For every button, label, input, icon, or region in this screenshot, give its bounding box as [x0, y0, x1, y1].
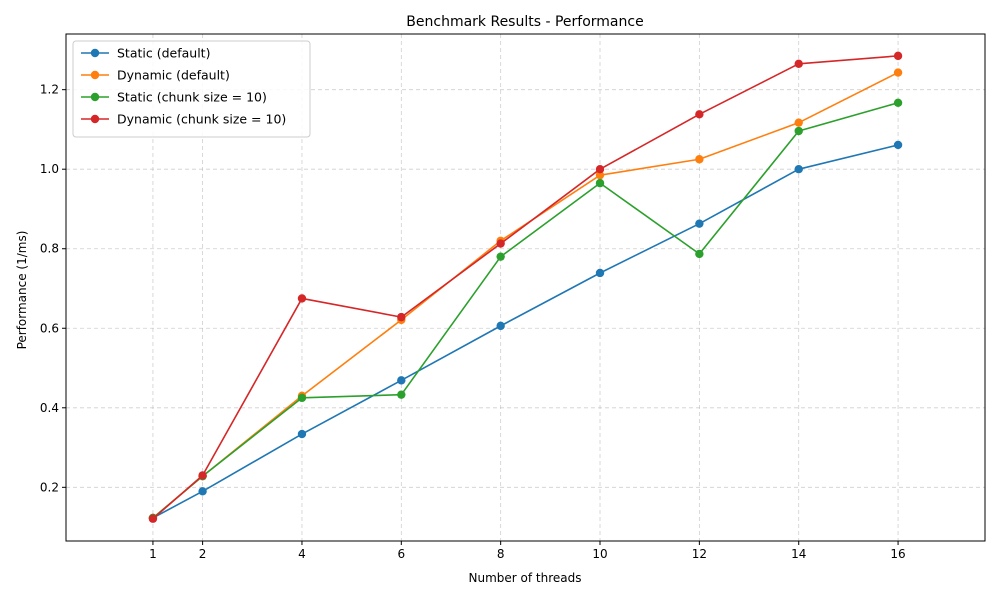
x-axis-ticks: 1 2 4 6 8 10 12 14 16	[149, 541, 906, 561]
legend-label: Static (chunk size = 10)	[117, 90, 267, 105]
data-point	[595, 170, 605, 180]
chart-title: Benchmark Results - Performance	[406, 14, 643, 30]
data-point	[397, 312, 406, 322]
legend-label: Dynamic (chunk size = 10)	[117, 112, 286, 127]
x-tick-label: 2	[199, 547, 207, 561]
data-point	[695, 249, 704, 259]
x-tick-label: 4	[298, 547, 306, 561]
data-point	[893, 68, 903, 77]
legend-marker	[90, 92, 100, 102]
legend-marker	[90, 70, 100, 80]
data-point	[893, 98, 903, 107]
data-point	[496, 239, 505, 248]
legend-label: Dynamic (default)	[117, 68, 230, 83]
data-point	[893, 51, 903, 61]
y-tick-label: 1.2	[40, 83, 59, 97]
data-point	[595, 165, 605, 174]
data-point	[496, 321, 505, 331]
legend-marker	[90, 48, 100, 58]
x-tick-label: 14	[791, 547, 806, 561]
series-3	[148, 98, 903, 523]
data-point	[695, 219, 704, 228]
y-tick-label: 0.2	[40, 480, 59, 494]
legend-item: Static (chunk size = 10)	[81, 90, 267, 105]
data-point	[794, 118, 803, 127]
data-point	[397, 376, 406, 385]
series-1	[148, 140, 903, 523]
data-point	[198, 471, 207, 480]
y-axis-label: Performance (1/ms)	[15, 231, 29, 350]
data-point	[794, 126, 803, 136]
data-point	[595, 268, 605, 278]
x-tick-label: 10	[592, 547, 607, 561]
y-tick-label: 0.8	[40, 242, 59, 256]
legend: Static (default) Dynamic (default) Static …	[72, 40, 311, 138]
data-point	[198, 487, 207, 496]
legend-box	[72, 40, 311, 138]
data-point	[794, 59, 803, 69]
data-point	[695, 155, 704, 164]
legend-item: Dynamic (chunk size = 10)	[81, 112, 286, 127]
data-point	[496, 252, 505, 261]
x-tick-label: 16	[890, 547, 905, 561]
x-tick-label: 6	[397, 547, 405, 561]
series-4	[148, 51, 903, 523]
data-point	[893, 140, 903, 150]
y-tick-label: 1.0	[40, 162, 59, 176]
x-tick-label: 1	[149, 547, 157, 561]
data-point	[595, 178, 605, 188]
data-point	[794, 165, 803, 174]
legend-item: Static (default)	[81, 46, 210, 61]
data-point	[148, 514, 158, 523]
series-line	[152, 144, 899, 519]
data-point	[297, 294, 307, 303]
x-tick-label: 8	[497, 547, 505, 561]
y-tick-label: 0.6	[40, 321, 59, 335]
legend-item: Dynamic (default)	[81, 68, 230, 83]
y-axis-ticks: 0.2 0.4 0.6 0.8 1.0 1.2	[40, 83, 66, 494]
series-group	[148, 51, 903, 523]
data-point	[695, 110, 704, 119]
x-axis-label: Number of threads	[469, 571, 582, 585]
series-line	[152, 71, 899, 519]
data-point	[297, 429, 307, 439]
plot-frame	[65, 33, 986, 542]
legend-marker	[90, 114, 100, 124]
legend-label: Static (default)	[117, 46, 210, 61]
data-point	[297, 393, 307, 403]
data-point	[397, 390, 406, 399]
x-tick-label: 12	[692, 547, 707, 561]
y-tick-label: 0.4	[40, 401, 59, 415]
